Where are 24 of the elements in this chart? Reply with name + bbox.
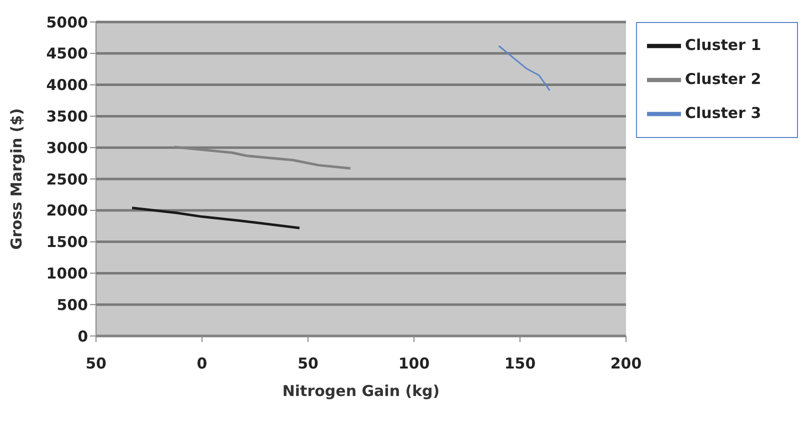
- y-tick-label: 5000: [46, 13, 88, 32]
- legend-label: Cluster 2: [685, 70, 762, 88]
- y-tick-label: 4000: [46, 76, 88, 94]
- y-tick-label: 2500: [46, 170, 88, 188]
- y-tick-label: 3000: [46, 138, 88, 157]
- y-tick-label: 3500: [46, 108, 88, 126]
- y-axis-title: Gross Margin ($): [7, 108, 26, 250]
- line-series: [498, 45, 550, 92]
- legend-label: Cluster 3: [685, 104, 762, 122]
- x-tick-label: 0: [196, 354, 208, 373]
- x-tick-label: 150: [504, 354, 536, 373]
- y-tick-label: 2000: [46, 202, 88, 220]
- line-series: [130, 206, 301, 230]
- x-tick-label: 100: [398, 354, 430, 373]
- y-tick-label: 500: [56, 296, 88, 314]
- y-tick-label: 4500: [46, 44, 88, 63]
- y-tick-label: 1500: [46, 233, 88, 252]
- x-tick-label: 50: [86, 354, 106, 373]
- x-tick-label: 50: [298, 354, 318, 373]
- y-tick-label: 0: [78, 327, 88, 346]
- legend-label: Cluster 1: [685, 36, 762, 54]
- x-axis-title: Nitrogen Gain (kg): [282, 382, 440, 400]
- x-tick-label: 200: [610, 354, 642, 373]
- y-tick-label: 1000: [46, 264, 88, 283]
